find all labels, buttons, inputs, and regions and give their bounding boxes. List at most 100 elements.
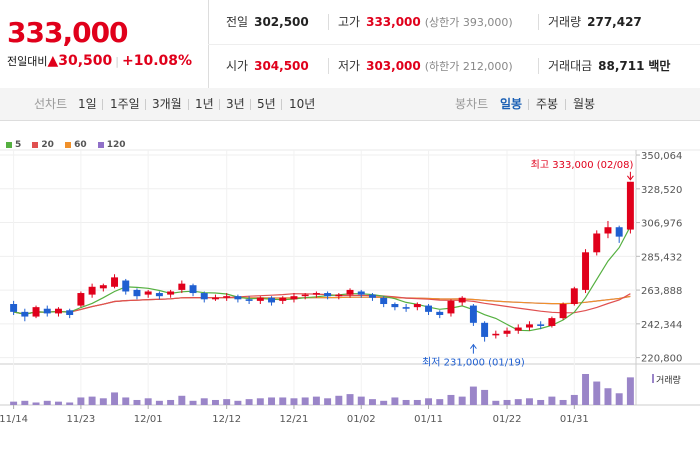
volume-bar	[436, 399, 444, 405]
legend-label: 5	[15, 140, 22, 150]
candle	[548, 316, 556, 328]
candle	[346, 288, 354, 298]
volume-bar	[425, 398, 433, 405]
candle-daily-button[interactable]: 일봉	[500, 97, 523, 111]
candle-weekly-button[interactable]: 주봉	[536, 97, 559, 111]
volume-bar	[32, 402, 40, 405]
trade-value-cell: 거래대금 88,711 백만	[538, 44, 670, 88]
legend-item-ma60: 60	[65, 140, 87, 150]
divider	[528, 99, 529, 110]
volume-bar	[111, 392, 119, 405]
legend-label: 60	[74, 140, 87, 150]
candle	[335, 293, 343, 300]
candle-body	[447, 300, 455, 314]
candle-body	[380, 297, 388, 305]
candle-body	[413, 304, 421, 308]
upper-limit: (상한가 393,000)	[424, 16, 513, 29]
candle-body	[458, 297, 466, 303]
volume-bar	[167, 399, 175, 405]
period-1w-button[interactable]: 1주일	[110, 97, 140, 111]
volume-bar	[66, 402, 74, 405]
period-1d-button[interactable]: 1일	[78, 97, 97, 111]
candle	[559, 302, 567, 320]
volume-bar	[301, 397, 309, 405]
prev-close-label: 전일	[226, 15, 249, 29]
candle-body	[122, 280, 130, 292]
lower-limit: (하한가 212,000)	[424, 60, 513, 73]
volume-bar	[268, 397, 276, 405]
candle-body	[492, 333, 500, 336]
candle-body	[66, 310, 74, 315]
candle-body	[346, 289, 354, 295]
candle-body	[335, 294, 343, 297]
volume-bar	[178, 395, 186, 405]
high-annotation-label: 최고 333,000 (02/08)	[531, 159, 634, 171]
volume-bar	[324, 398, 332, 405]
x-tick-label: 11/14	[0, 414, 28, 425]
candle-body	[223, 296, 231, 298]
ma20-line	[13, 293, 631, 315]
candle-body	[133, 289, 141, 297]
candle	[122, 278, 130, 295]
candle-monthly-button[interactable]: 월봉	[573, 97, 596, 111]
candle-body	[312, 293, 320, 295]
open-value: 304,500	[254, 59, 309, 73]
stats-row: 시가 304,500 저가 303,000 (하한가 212,000) 거래대금 88,…	[208, 44, 700, 88]
candle-body	[525, 324, 533, 328]
stats-table: 전일 302,500 고가 333,000 (상한가 393,000) 거래량 277,…	[208, 0, 700, 88]
period-3m-button[interactable]: 3개월	[152, 97, 182, 111]
candle	[626, 181, 634, 234]
candle	[582, 249, 590, 294]
x-tick-label: 01/22	[493, 414, 522, 425]
volume-bar	[256, 398, 264, 405]
candle-body	[256, 297, 264, 301]
candle	[492, 330, 500, 339]
legend-swatch	[65, 141, 72, 148]
period-3y-button[interactable]: 3년	[226, 97, 245, 111]
candle	[481, 321, 489, 342]
period-5y-button[interactable]: 5년	[257, 97, 276, 111]
period-1y-button[interactable]: 1년	[195, 97, 214, 111]
candle-body	[234, 296, 242, 300]
candle-body	[21, 311, 29, 317]
legend-label: 20	[41, 140, 54, 150]
x-tick-label: 12/01	[134, 414, 163, 425]
volume-bar	[492, 400, 500, 405]
volume-legend-label: 거래량	[656, 374, 681, 386]
candle	[256, 296, 264, 305]
candle-body	[43, 308, 51, 314]
candle-body	[268, 297, 276, 303]
stats-row: 전일 302,500 고가 333,000 (상한가 393,000) 거래량 277,…	[208, 0, 700, 45]
candle	[211, 294, 219, 301]
volume-bar	[357, 396, 365, 405]
volume-bar	[99, 398, 107, 405]
candle	[458, 296, 466, 306]
candle	[66, 308, 74, 319]
volume-bar	[155, 400, 163, 405]
volume-bar	[537, 399, 545, 405]
volume-bar	[211, 399, 219, 405]
volume-bar	[391, 397, 399, 405]
volume-bar	[200, 398, 208, 405]
period-10y-button[interactable]: 10년	[289, 97, 316, 111]
y-tick-label: 328,520	[641, 185, 682, 196]
legend-item-ma120: 120	[97, 140, 126, 150]
volume-bar	[604, 388, 612, 405]
y-tick-label: 306,976	[641, 219, 682, 230]
volume-bar	[144, 398, 152, 405]
legend-label: 120	[106, 140, 126, 150]
candle	[155, 291, 163, 300]
volume-bar	[346, 394, 354, 405]
candle	[301, 293, 309, 300]
candle-body	[54, 308, 62, 314]
ma60-line	[13, 295, 631, 315]
volume-bar	[223, 399, 231, 405]
quote-header: 333,000 전일대비▲30,500 | +10.08% 전일 302,500 고가…	[0, 0, 700, 89]
candle	[279, 296, 287, 305]
candle-body	[111, 277, 119, 287]
ma120-line	[13, 295, 631, 315]
candle	[514, 324, 522, 334]
candle	[391, 302, 399, 311]
candle-body	[537, 324, 545, 326]
volume-value: 277,427	[587, 15, 642, 29]
